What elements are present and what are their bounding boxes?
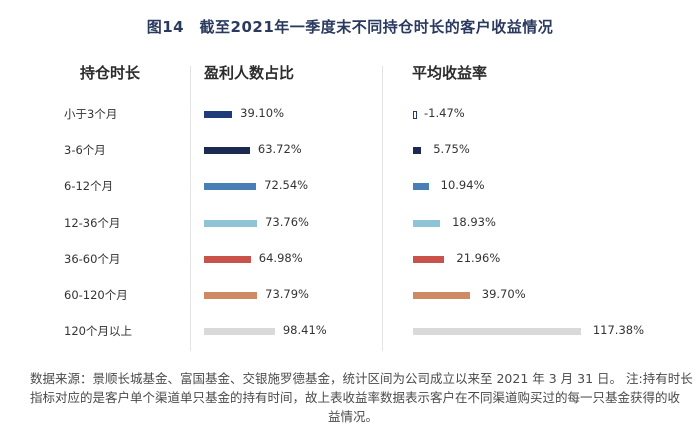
column-divider: [190, 66, 191, 351]
source-note: 数据来源：景顺长城基金、富国基金、交银施罗德基金，统计区间为公司成立以来至 20…: [30, 369, 693, 426]
profit-ratio-value-label: 64.98%: [258, 250, 303, 265]
profit-ratio-bar: [204, 183, 257, 191]
category-label: 3-6个月: [64, 143, 106, 158]
column-header-avg-return: 平均收益率: [412, 64, 488, 82]
profit-ratio-bar: [204, 328, 275, 336]
avg-return-value-label: 39.70%: [481, 287, 526, 301]
avg-return-bar: [413, 255, 445, 263]
profit-ratio-bar: [204, 255, 251, 263]
avg-return-bar: [413, 219, 441, 227]
avg-return-bar: [413, 147, 422, 155]
avg-return-bar: [413, 111, 417, 119]
avg-return-bar: [413, 183, 429, 191]
profit-ratio-value-label: 73.76%: [265, 214, 309, 229]
avg-return-bar: [413, 328, 581, 336]
profit-ratio-value-label: 73.79%: [265, 287, 309, 301]
profit-ratio-bar: [204, 147, 250, 155]
profit-ratio-bar: [204, 219, 258, 227]
avg-return-value-label: 21.96%: [456, 250, 501, 265]
source-note-line: 益情况。: [327, 409, 378, 424]
avg-return-value-label: 18.93%: [452, 214, 496, 229]
category-label: 60-120个月: [64, 288, 128, 302]
column-header-profit-ratio: 盈利人数占比: [204, 64, 295, 82]
source-note-line: 数据来源：景顺长城基金、富国基金、交银施罗德基金，统计区间为公司成立以来至 20…: [30, 371, 693, 386]
category-label: 小于3个月: [64, 107, 118, 121]
avg-return-value-label: 10.94%: [440, 178, 485, 193]
category-label: 36-60个月: [64, 251, 121, 266]
column-header-holding-period: 持仓时长: [80, 64, 141, 82]
profit-ratio-value-label: 98.41%: [282, 323, 327, 338]
category-label: 120个月以上: [64, 324, 132, 339]
avg-return-value-label: 5.75%: [433, 142, 470, 157]
chart-title: 图14 截至2021年一季度末不同持仓时长的客户收益情况: [146, 18, 554, 36]
column-divider: [382, 66, 383, 351]
chart-card: 图14 截至2021年一季度末不同持仓时长的客户收益情况 持仓时长 盈利人数占比…: [12, 0, 688, 360]
profit-ratio-bar: [204, 292, 258, 299]
profit-ratio-value-label: 63.72%: [257, 142, 302, 157]
category-label: 12-36个月: [64, 215, 121, 230]
profit-ratio-bar: [204, 111, 233, 118]
source-note-line: 指标对应的是客户单个渠道单只基金的持有时间，故上表收益率数据表示客户在不同渠道购…: [30, 390, 681, 405]
profit-ratio-value-label: 72.54%: [264, 178, 309, 193]
avg-return-bar: [413, 292, 470, 299]
profit-ratio-value-label: 39.10%: [240, 106, 284, 120]
category-label: 6-12个月: [64, 179, 114, 194]
avg-return-value-label: -1.47%: [424, 106, 465, 120]
avg-return-value-label: 117.38%: [592, 323, 645, 338]
